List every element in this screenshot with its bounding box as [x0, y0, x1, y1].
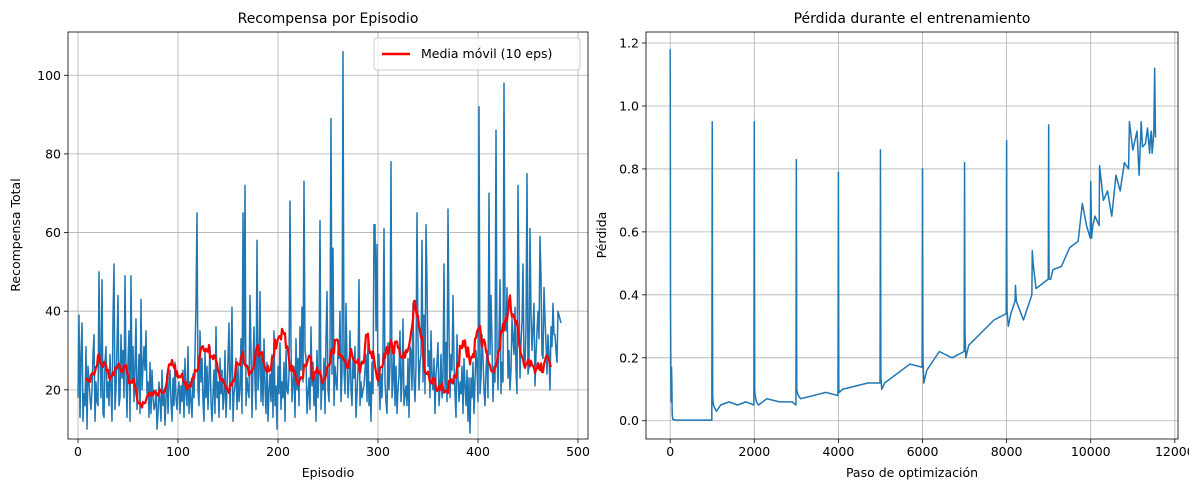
loss-series-line [669, 49, 1157, 421]
reward-x-axis-label: Episodio [302, 465, 355, 480]
loss-y-tick-label: 1.2 [619, 36, 639, 51]
reward-y-tick-label: 60 [45, 225, 61, 240]
reward-plot-frame [67, 31, 589, 440]
loss-x-tick-label: 2000 [738, 444, 770, 459]
loss-x-tick-label: 6000 [907, 444, 939, 459]
loss-x-axis-label: Paso de optimización [846, 465, 978, 480]
loss-y-tick-label: 0.8 [619, 161, 639, 176]
reward-y-tick-label: 80 [45, 146, 61, 161]
reward-y-tick-label: 40 [45, 304, 61, 319]
reward-x-tick-label: 400 [466, 444, 490, 459]
reward-y-tick-label: 100 [37, 68, 61, 83]
legend-box [373, 37, 581, 71]
reward-y-tick-label: 20 [45, 382, 61, 397]
legend-label-moving-average: Media móvil (10 eps) [421, 46, 552, 61]
loss-y-tick-label: 0.4 [619, 287, 639, 302]
loss-y-tick-label: 1.0 [619, 98, 639, 113]
reward-legend: Media móvil (10 eps) [373, 37, 581, 71]
series-media-m-vil-10-eps [85, 294, 553, 409]
loss-chart-title: Pérdida durante el entrenamiento [794, 11, 1031, 27]
reward-y-axis-label: Recompensa Total [8, 178, 23, 291]
reward-x-tick-label: 0 [74, 444, 82, 459]
loss-x-tick-label: 10000 [1071, 444, 1111, 459]
reward-chart-title: Recompensa por Episodio [238, 11, 419, 27]
reward-x-tick-label: 300 [366, 444, 390, 459]
reward-x-tick-label: 200 [266, 444, 290, 459]
loss-y-axis-label: Pérdida [594, 212, 609, 259]
loss-x-tick-label: 4000 [822, 444, 854, 459]
loss-y-tick-label: 0.2 [619, 350, 639, 365]
loss-x-tick-label: 8000 [991, 444, 1023, 459]
reward-series-line [77, 50, 562, 434]
loss-y-tick-label: 0.0 [619, 413, 639, 428]
loss-plot-frame [645, 31, 1179, 440]
loss-x-tick-label: 0 [666, 444, 674, 459]
reward-chart: 0 100 200 300 400 500 20 40 60 80 100 Recompensa … [8, 11, 590, 480]
loss-y-tick-label: 0.6 [619, 224, 639, 239]
reward-x-tick-label: 500 [566, 444, 590, 459]
reward-x-tick-label: 100 [166, 444, 190, 459]
